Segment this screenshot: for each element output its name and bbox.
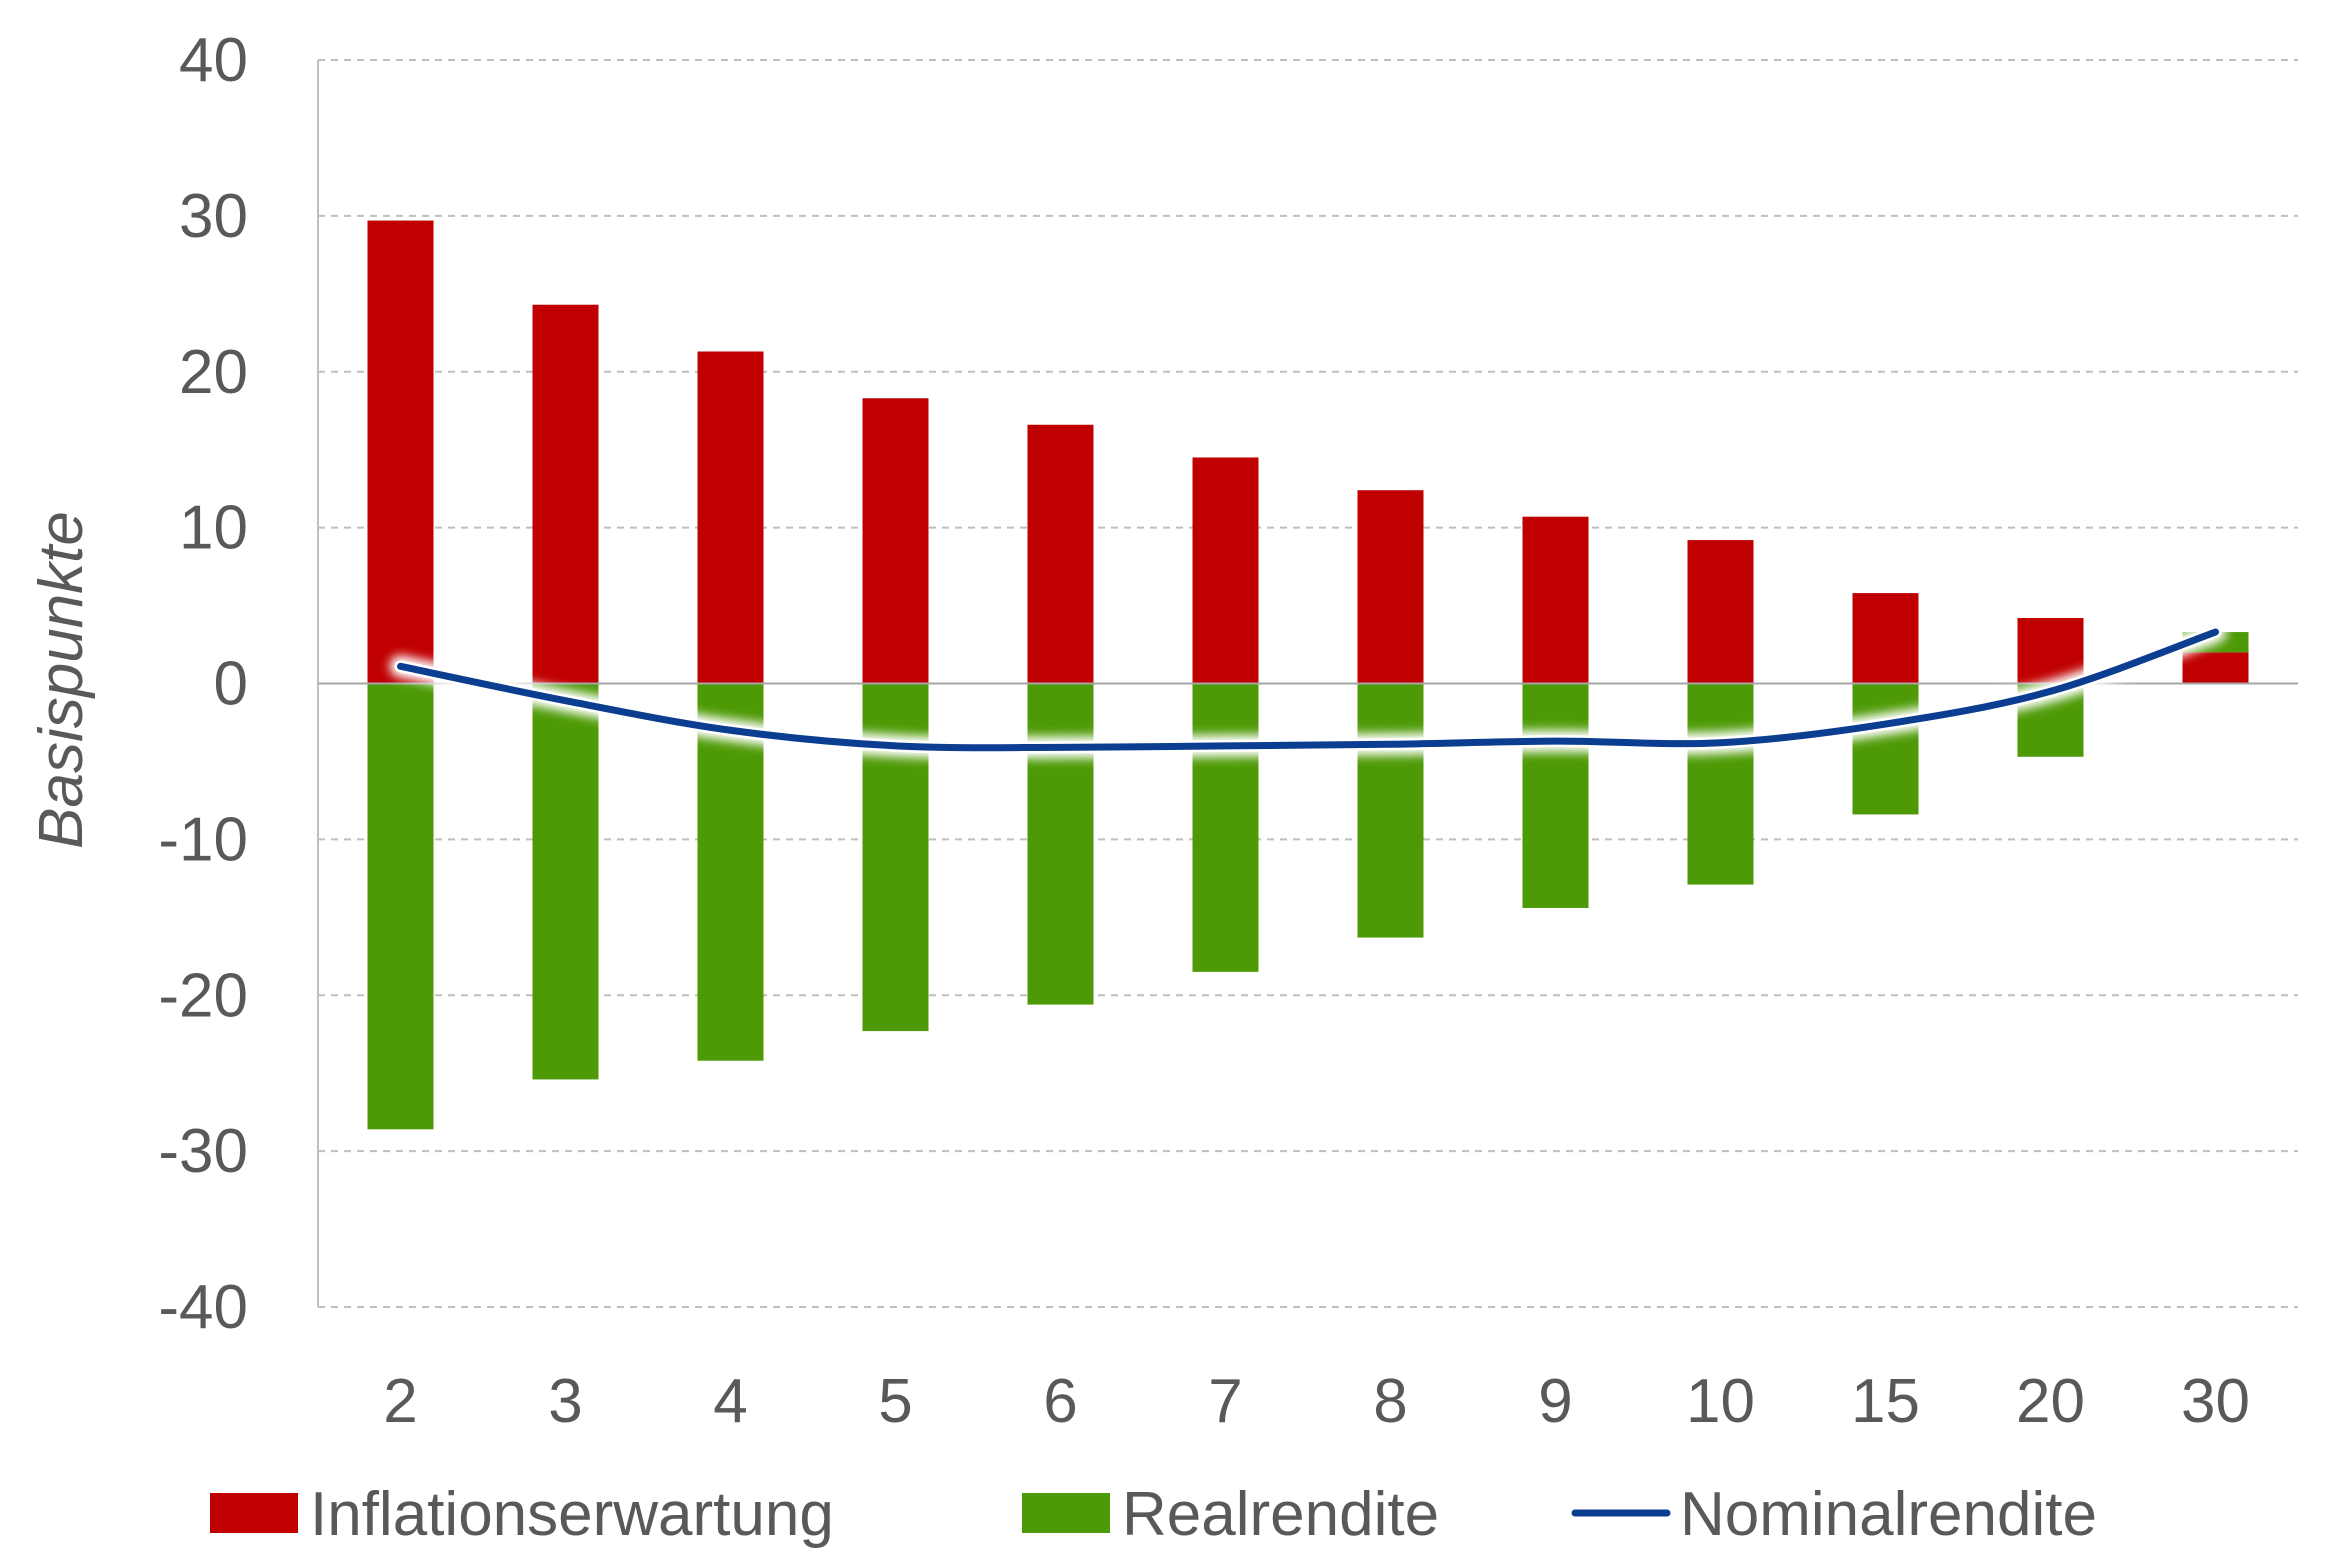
bar-inflationserwartung (697, 351, 764, 684)
bar-realrendite (1192, 683, 1259, 972)
line-layer (389, 621, 2227, 759)
legend-swatch (1022, 1493, 1110, 1533)
x-tick-label: 7 (1208, 1367, 1242, 1436)
axis-layer (317, 60, 2298, 1307)
legend-item: Realrendite (1022, 1480, 1439, 1549)
legend-label: Realrendite (1122, 1480, 1439, 1549)
y-tick-label: 20 (179, 338, 248, 407)
y-tick-label: -30 (158, 1117, 248, 1186)
y-tick-label: 10 (179, 494, 248, 563)
x-tick-label: 2 (383, 1367, 417, 1436)
x-tick-label: 6 (1043, 1367, 1077, 1436)
bar-inflationserwartung (1852, 593, 1919, 684)
legend-swatch (210, 1493, 298, 1533)
y-axis-title: Basispunkte (27, 511, 96, 849)
x-tick-label: 3 (548, 1367, 582, 1436)
y-tick-label: 0 (214, 650, 248, 719)
legend-item: Nominalrendite (1571, 1480, 2097, 1549)
bar-realrendite (1687, 683, 1754, 885)
y-tick-label: 40 (179, 26, 248, 95)
bar-realrendite (532, 683, 599, 1080)
x-tick-label: 4 (713, 1367, 747, 1436)
x-tick-label: 30 (2181, 1367, 2250, 1436)
nominal-line (397, 628, 2219, 752)
label-layer: 40 30 20 10 0 -10 -20 -30 -40 2 3 4 5 6 7 8 9 10 15 20 30 (158, 26, 2250, 1436)
x-tick-label: 10 (1686, 1367, 1755, 1436)
x-tick-label: 5 (878, 1367, 912, 1436)
y-tick-label: 30 (179, 182, 248, 251)
legend-item: Inflationserwartung (210, 1480, 834, 1549)
x-tick-label: 20 (2016, 1367, 2085, 1436)
y-tick-label: -20 (158, 961, 248, 1030)
bar-inflationserwartung (367, 220, 434, 684)
bar-realrendite (697, 683, 764, 1061)
bar-realrendite (1357, 683, 1424, 938)
nominal-line-glow (389, 621, 2227, 759)
bar-layer (367, 220, 2249, 1130)
y-tick-label: -10 (158, 805, 248, 874)
legend: Inflationserwartung Realrendite Nominalren… (210, 1480, 2097, 1549)
bar-inflationserwartung (2182, 652, 2249, 684)
bar-realrendite (1522, 683, 1589, 908)
legend-label: Inflationserwartung (310, 1480, 834, 1549)
legend-label: Nominalrendite (1680, 1480, 2097, 1549)
bar-realrendite (367, 683, 434, 1130)
bar-inflationserwartung (1687, 540, 1754, 684)
bar-inflationserwartung (1027, 424, 1094, 684)
x-tick-label: 15 (1851, 1367, 1920, 1436)
bar-inflationserwartung (532, 304, 599, 684)
grid-layer (318, 59, 2298, 1308)
bar-inflationserwartung (862, 398, 929, 684)
bar-realrendite (1852, 683, 1919, 815)
bar-inflationserwartung (1192, 457, 1259, 684)
x-tick-label: 9 (1538, 1367, 1572, 1436)
y-tick-label: -40 (158, 1273, 248, 1342)
x-tick-label: 8 (1373, 1367, 1407, 1436)
bar-inflationserwartung (1357, 490, 1424, 684)
bar-inflationserwartung (2017, 618, 2084, 684)
bar-realrendite (1027, 683, 1094, 1005)
bar-inflationserwartung (1522, 516, 1589, 684)
